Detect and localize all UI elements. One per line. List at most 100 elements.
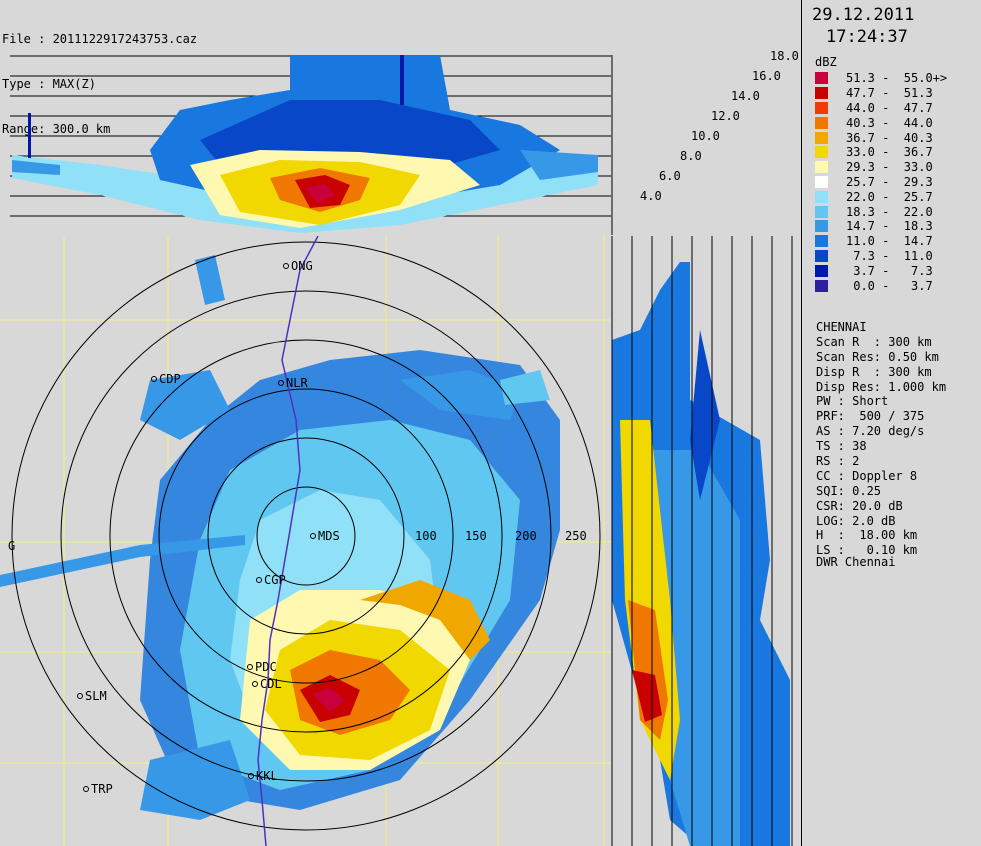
legend-swatch [815,205,828,218]
legend-unit: dBZ [815,55,837,69]
param-line: Disp R : 300 km [816,364,932,379]
legend-row: 0.0 - 3.7 [815,278,947,293]
param-line: SQI: 0.25 [816,483,882,498]
param-line: RS : 2 [816,454,860,469]
reflectivity-echoes [0,255,560,820]
legend-row: 11.0 - 14.7 [815,234,947,249]
legend-swatch [815,116,828,129]
legend-row: 3.7 - 7.3 [815,263,947,278]
dbz-legend: dBZ 51.3 - 55.0+> 47.7 - 51.3 44.0 - 47.7 4… [815,55,947,293]
legend-label: 36.7 - 40.3 [846,130,933,145]
legend-row: 29.3 - 33.0 [815,160,947,175]
station-SLM: SLM [85,689,107,703]
param-line: PW : Short [816,394,889,409]
legend-label: 51.3 - 55.0+> [846,71,948,86]
legend-label: 3.7 - 7.3 [846,263,933,278]
legend-swatch [815,249,828,262]
legend-swatch [815,175,828,188]
map-edge-letter: G [8,539,15,553]
legend-row: 14.7 - 18.3 [815,219,947,234]
range-ring-labels: 100 150 200 250 [415,529,587,543]
legend-row: 51.3 - 55.0+> [815,71,947,86]
legend-label: 11.0 - 14.7 [846,234,933,249]
station-MDS: MDS [318,529,340,543]
height-axis-labels: 18.0 16.0 14.0 12.0 10.0 8.0 6.0 4.0 [640,49,799,203]
param-line: H : 18.00 km [816,528,918,543]
legend-row: 40.3 - 44.0 [815,115,947,130]
legend-label: 7.3 - 11.0 [846,248,933,263]
panel-divider [801,0,802,846]
legend-label: 22.0 - 25.7 [846,189,933,204]
ring-label: 100 [415,529,437,543]
station-TRP: TRP [91,782,113,796]
height-label: 12.0 [711,109,740,123]
ppi-panel: G 100 150 200 250 ONG CDP NLR MDS CGP PD… [0,236,611,846]
legend-row: 44.0 - 47.7 [815,101,947,116]
param-line: TS : 38 [816,439,867,454]
file-name-line: File : 2011122917243753.caz [2,32,198,46]
legend-label: 0.0 - 3.7 [846,278,933,293]
site-footer: DWR Chennai [816,555,896,569]
radar-params: CHENNAI Scan R : 300 km Scan Res: 0.50 km D… [816,320,946,558]
legend-swatch [815,235,828,248]
param-line: CC : Doppler 8 [816,468,918,483]
legend-label: 33.0 - 36.7 [846,145,933,160]
legend-row: 25.7 - 29.3 [815,175,947,190]
legend-swatch [815,190,828,203]
legend-swatch [815,87,828,100]
height-label: 16.0 [752,69,781,83]
ring-label: 250 [565,529,587,543]
site-name: CHENNAI [816,320,867,334]
param-line: LS : 0.10 km [816,543,918,558]
legend-label: 14.7 - 18.3 [846,219,933,234]
height-label: 10.0 [691,129,720,143]
station-NLR: NLR [286,376,308,390]
legend-row: 36.7 - 40.3 [815,130,947,145]
ring-label: 150 [465,529,487,543]
legend-row: 33.0 - 36.7 [815,145,947,160]
radar-display: 18.0 16.0 14.0 12.0 10.0 8.0 6.0 4.0 [0,49,799,846]
legend-swatch [815,161,828,174]
param-line: Scan R : 300 km [816,334,932,349]
station-CGP: CGP [264,573,286,587]
file-info-block: File : 2011122917243753.caz Type : MAX(Z… [2,2,197,152]
legend-label: 29.3 - 33.0 [846,160,933,175]
legend-swatch [815,101,828,114]
legend-swatch [815,279,828,292]
station-CDP: CDP [159,372,181,386]
legend-label: 44.0 - 47.7 [846,100,933,115]
legend-label: 25.7 - 29.3 [846,174,933,189]
time-label: 17:24:37 [826,27,908,47]
legend-row: 18.3 - 22.0 [815,204,947,219]
product-type-line: Type : MAX(Z) [2,77,96,91]
height-label: 6.0 [659,169,681,183]
param-line: Scan Res: 0.50 km [816,349,939,364]
legend-row: 47.7 - 51.3 [815,86,947,101]
coastline [257,236,319,846]
legend-swatch [815,264,828,277]
vertical-section-side [612,262,790,846]
station-ONG: ONG [291,259,313,273]
legend-swatch [815,131,828,144]
station-CDL: CDL [260,677,282,691]
station-PDC: PDC [255,660,277,674]
range-line: Range: 300.0 km [2,122,111,136]
legend-label: 47.7 - 51.3 [846,86,933,101]
height-label: 14.0 [731,89,760,103]
legend-rows: 51.3 - 55.0+> 47.7 - 51.3 44.0 - 47.7 40.3 … [815,71,947,293]
legend-swatch [815,220,828,233]
vertical-section-top [10,55,611,233]
height-label: 18.0 [770,49,799,63]
param-line: PRF: 500 / 375 [816,409,925,424]
ring-label: 200 [515,529,537,543]
timestamp: 29.12.2011 17:24:37 [812,4,914,48]
height-label: 8.0 [680,149,702,163]
param-line: AS : 7.20 deg/s [816,424,925,439]
legend-row: 7.3 - 11.0 [815,249,947,264]
side-height-lines [611,236,793,846]
date-label: 29.12.2011 [812,5,915,25]
legend-swatch [815,146,828,159]
height-label: 4.0 [640,189,662,203]
range-rings [11,241,601,831]
param-line: CSR: 20.0 dB [816,498,903,513]
